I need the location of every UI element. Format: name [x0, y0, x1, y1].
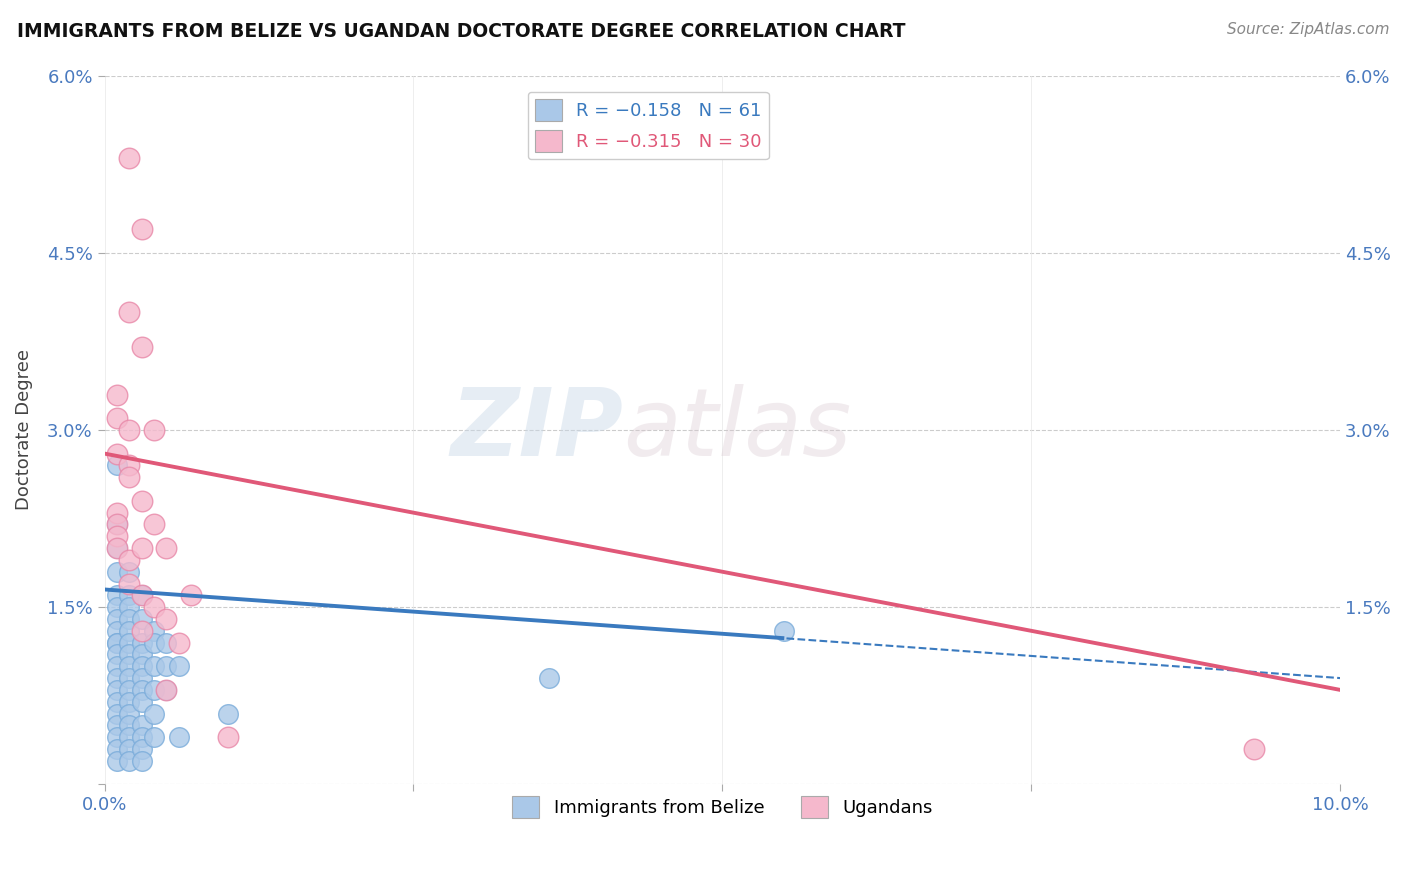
- Point: [773, 624, 796, 638]
- Point: [118, 458, 141, 473]
- Point: [105, 541, 128, 555]
- Point: [155, 635, 177, 649]
- Point: [118, 624, 141, 638]
- Point: [105, 458, 128, 473]
- Point: [118, 305, 141, 319]
- Point: [118, 671, 141, 685]
- Point: [118, 742, 141, 756]
- Point: [143, 517, 166, 532]
- Point: [118, 706, 141, 721]
- Point: [155, 659, 177, 673]
- Point: [105, 565, 128, 579]
- Point: [105, 600, 128, 615]
- Point: [105, 517, 128, 532]
- Point: [143, 682, 166, 697]
- Point: [180, 588, 202, 602]
- Point: [105, 682, 128, 697]
- Point: [131, 730, 153, 744]
- Point: [143, 423, 166, 437]
- Point: [118, 588, 141, 602]
- Point: [131, 222, 153, 236]
- Point: [105, 695, 128, 709]
- Point: [118, 695, 141, 709]
- Point: [105, 506, 128, 520]
- Point: [167, 659, 190, 673]
- Point: [105, 730, 128, 744]
- Point: [143, 600, 166, 615]
- Point: [131, 494, 153, 508]
- Point: [131, 718, 153, 732]
- Point: [1243, 742, 1265, 756]
- Point: [118, 553, 141, 567]
- Point: [143, 659, 166, 673]
- Point: [105, 624, 128, 638]
- Point: [143, 706, 166, 721]
- Point: [118, 754, 141, 768]
- Text: Source: ZipAtlas.com: Source: ZipAtlas.com: [1226, 22, 1389, 37]
- Point: [118, 600, 141, 615]
- Point: [105, 612, 128, 626]
- Point: [131, 588, 153, 602]
- Point: [131, 648, 153, 662]
- Point: [118, 635, 141, 649]
- Point: [131, 754, 153, 768]
- Point: [131, 588, 153, 602]
- Legend: Immigrants from Belize, Ugandans: Immigrants from Belize, Ugandans: [505, 789, 939, 825]
- Point: [131, 742, 153, 756]
- Text: IMMIGRANTS FROM BELIZE VS UGANDAN DOCTORATE DEGREE CORRELATION CHART: IMMIGRANTS FROM BELIZE VS UGANDAN DOCTOR…: [17, 22, 905, 41]
- Point: [118, 659, 141, 673]
- Point: [118, 718, 141, 732]
- Point: [105, 718, 128, 732]
- Text: atlas: atlas: [624, 384, 852, 475]
- Point: [105, 588, 128, 602]
- Point: [538, 671, 561, 685]
- Point: [105, 387, 128, 401]
- Point: [118, 612, 141, 626]
- Point: [131, 612, 153, 626]
- Point: [105, 635, 128, 649]
- Point: [167, 635, 190, 649]
- Point: [105, 447, 128, 461]
- Text: ZIP: ZIP: [451, 384, 624, 476]
- Point: [105, 659, 128, 673]
- Point: [143, 730, 166, 744]
- Point: [131, 541, 153, 555]
- Point: [131, 624, 153, 638]
- Point: [167, 730, 190, 744]
- Point: [105, 754, 128, 768]
- Point: [118, 576, 141, 591]
- Point: [118, 423, 141, 437]
- Point: [118, 648, 141, 662]
- Point: [105, 517, 128, 532]
- Point: [105, 671, 128, 685]
- Point: [131, 682, 153, 697]
- Point: [118, 470, 141, 484]
- Point: [143, 635, 166, 649]
- Point: [118, 730, 141, 744]
- Point: [155, 612, 177, 626]
- Point: [105, 541, 128, 555]
- Point: [131, 635, 153, 649]
- Point: [155, 682, 177, 697]
- Y-axis label: Doctorate Degree: Doctorate Degree: [15, 350, 32, 510]
- Point: [118, 682, 141, 697]
- Point: [105, 742, 128, 756]
- Point: [131, 659, 153, 673]
- Point: [131, 695, 153, 709]
- Point: [131, 340, 153, 354]
- Point: [105, 635, 128, 649]
- Point: [131, 671, 153, 685]
- Point: [105, 648, 128, 662]
- Point: [143, 624, 166, 638]
- Point: [105, 411, 128, 425]
- Point: [105, 706, 128, 721]
- Point: [155, 541, 177, 555]
- Point: [155, 682, 177, 697]
- Point: [118, 151, 141, 165]
- Point: [217, 706, 239, 721]
- Point: [118, 565, 141, 579]
- Point: [217, 730, 239, 744]
- Point: [105, 529, 128, 543]
